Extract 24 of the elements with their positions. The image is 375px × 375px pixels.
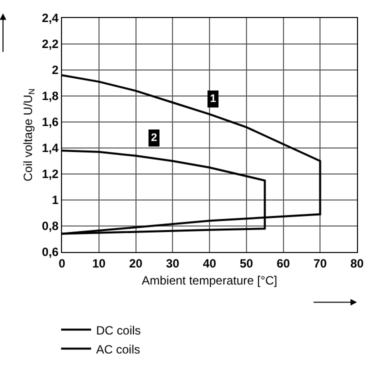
annotation: 1 [210, 93, 216, 105]
x-tick-label: 70 [313, 256, 328, 270]
x-axis-title: Ambient temperature [°C] [142, 273, 278, 288]
legend-label: AC coils [96, 342, 140, 356]
x-tick-label: 30 [166, 256, 180, 270]
x-tick-label: 80 [350, 256, 364, 270]
x-tick-label: 20 [129, 256, 143, 270]
y-tick-label: 1 [52, 193, 59, 208]
x-tick-label: 10 [92, 256, 106, 270]
x-tick-label: 40 [202, 256, 216, 270]
y-tick-label: 1,6 [42, 115, 59, 130]
y-tick-label: 1,4 [42, 141, 59, 156]
y-tick-label: 1,8 [42, 89, 59, 104]
x-tick-label: 60 [276, 256, 290, 270]
y-tick-label: 2 [52, 63, 59, 78]
y-tick-label: 2,2 [42, 37, 59, 52]
y-tick-label: 2,4 [42, 11, 59, 26]
y-tick-label: 0,6 [42, 245, 59, 260]
y-tick-label: 0,8 [42, 219, 59, 234]
annotation: 2 [151, 132, 158, 144]
legend-label: DC coils [96, 323, 141, 338]
y-tick-label: 1,2 [42, 167, 59, 182]
x-tick-label: 50 [240, 256, 254, 270]
x-tick-label: 0 [58, 256, 66, 270]
